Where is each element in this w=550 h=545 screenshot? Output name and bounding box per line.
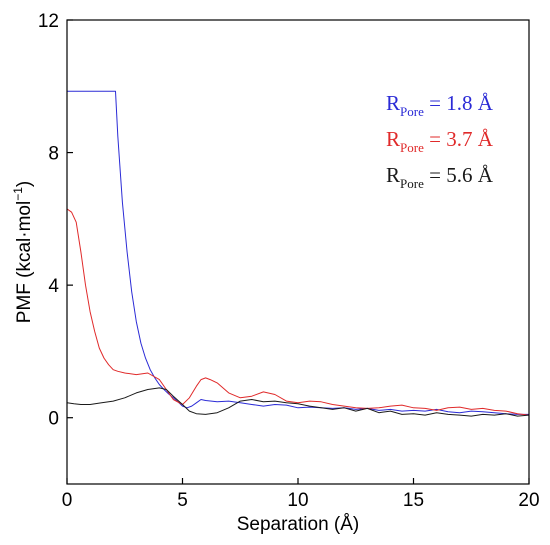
- x-axis-title: Separation (Å): [237, 514, 360, 535]
- legend-label-main: R: [386, 91, 400, 115]
- y-tick-label: 4: [48, 276, 59, 297]
- series-line-3: [67, 387, 529, 417]
- series-line-2: [67, 208, 529, 416]
- legend-label-sub: Pore: [400, 176, 424, 191]
- x-tick-label: 15: [403, 490, 424, 511]
- y-axis-title-main: PMF (kcal·mol: [14, 201, 35, 323]
- y-tick-label: 8: [48, 144, 59, 165]
- y-tick-label: 0: [48, 409, 59, 430]
- legend-label-rest: = 1.8 Å: [424, 91, 494, 115]
- x-tick-label: 20: [518, 490, 539, 511]
- x-tick-label: 0: [62, 490, 73, 511]
- plot-frame: [66, 19, 530, 485]
- legend-label-main: R: [386, 163, 400, 187]
- ticks-layer: 0 5 10 15 20 0 4 8 12: [38, 11, 540, 511]
- x-tick-label: 10: [287, 490, 308, 511]
- legend-label-main: R: [386, 127, 400, 151]
- y-tick-label: 12: [38, 11, 59, 32]
- y-axis-title-close: ): [14, 181, 35, 187]
- legend-entry-1: RPore = 1.8 Å: [386, 91, 494, 119]
- legend-label-sub: Pore: [400, 104, 424, 119]
- x-tick-label: 5: [177, 490, 188, 511]
- y-axis-title-sup: −1: [11, 187, 25, 201]
- legend-entry-2: RPore = 3.7 Å: [386, 127, 494, 155]
- series-layer: [67, 90, 529, 417]
- y-axis-title: PMF (kcal·mol−1): [11, 181, 35, 323]
- legend-label-sub: Pore: [400, 140, 424, 155]
- legend-label-rest: = 3.7 Å: [424, 127, 494, 151]
- series-line-1: [67, 90, 529, 415]
- legend-entry-3: RPore = 5.6 Å: [386, 163, 494, 191]
- legend-label-rest: = 5.6 Å: [424, 163, 494, 187]
